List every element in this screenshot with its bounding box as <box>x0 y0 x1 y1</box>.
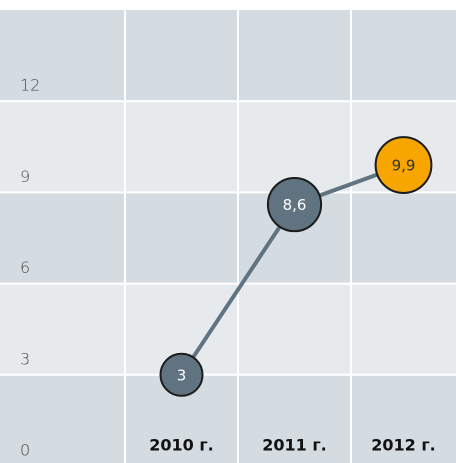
x-tick-label: 2011 г. <box>262 436 327 455</box>
point <box>266 176 323 233</box>
y-tick-label: 12 <box>20 76 40 95</box>
data-label: 3 <box>177 366 187 384</box>
y-tick-label: 0 <box>20 441 30 460</box>
grid-band <box>0 192 456 284</box>
data-label: 9,9 <box>392 157 416 175</box>
x-tick-label: 2010 г. <box>149 436 214 455</box>
y-tick-label: 9 <box>20 167 30 186</box>
point <box>159 352 204 397</box>
grid-band <box>0 374 456 463</box>
data-label: 8,6 <box>283 196 307 214</box>
grid-band <box>0 10 456 102</box>
point <box>374 136 433 194</box>
y-tick-label: 3 <box>20 349 30 368</box>
x-tick-label: 2012 г. <box>371 436 436 455</box>
grid-band <box>0 283 456 375</box>
y-tick-label: 6 <box>20 258 30 277</box>
